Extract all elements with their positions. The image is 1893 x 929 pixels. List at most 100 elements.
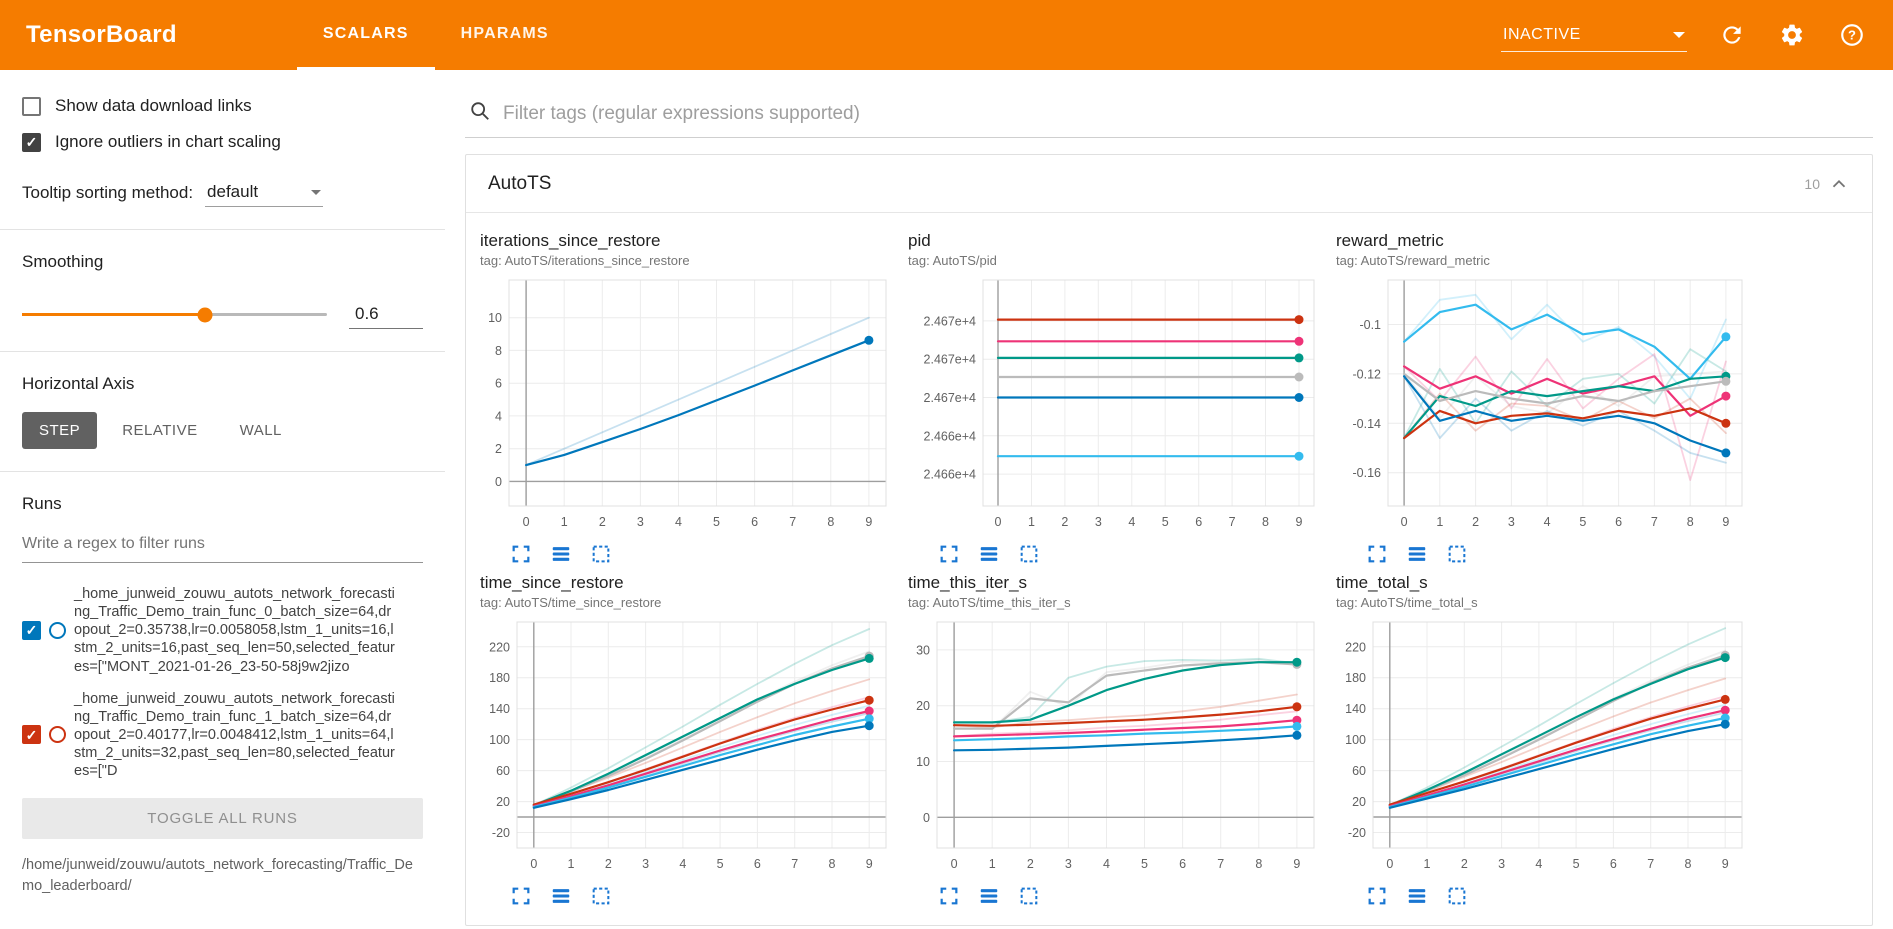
svg-text:220: 220	[1345, 640, 1366, 654]
run-selector-icon[interactable]	[978, 885, 1000, 907]
run-checkbox[interactable]: ✓	[22, 725, 41, 745]
run-radio[interactable]	[49, 726, 66, 744]
run-item[interactable]: ✓ _home_junweid_zouwu_autots_network_fore…	[22, 585, 423, 676]
card-count: 10	[1804, 175, 1820, 192]
expand-chart-icon[interactable]	[938, 885, 960, 907]
expand-chart-icon[interactable]	[1366, 543, 1388, 565]
svg-text:20: 20	[496, 795, 510, 809]
checkbox-label: Ignore outliers in chart scaling	[55, 132, 281, 151]
svg-text:0: 0	[523, 515, 530, 529]
expand-chart-icon[interactable]	[1366, 885, 1388, 907]
log-path: /home/junweid/zouwu/autots_network_forec…	[22, 857, 413, 895]
svg-text:7: 7	[1229, 515, 1236, 529]
svg-text:9: 9	[1293, 857, 1300, 871]
runs-label: Runs	[22, 494, 62, 513]
smoothing-slider[interactable]	[22, 307, 327, 322]
svg-text:1: 1	[989, 857, 996, 871]
chart-tag: tag: AutoTS/reward_metric	[1336, 253, 1490, 268]
svg-text:0: 0	[995, 515, 1002, 529]
toggle-all-runs-button[interactable]: TOGGLE ALL RUNS	[22, 798, 423, 840]
svg-text:2: 2	[495, 442, 502, 456]
smoothing-value[interactable]: 0.6	[349, 300, 423, 329]
run-selector-icon[interactable]	[1406, 543, 1428, 565]
fit-domain-icon[interactable]	[1018, 885, 1040, 907]
svg-text:3: 3	[637, 515, 644, 529]
divider	[0, 351, 445, 352]
run-checkbox[interactable]: ✓	[22, 620, 41, 640]
svg-text:-0.1: -0.1	[1359, 318, 1381, 332]
svg-text:5: 5	[1579, 515, 1586, 529]
axis-step-button[interactable]: STEP	[22, 412, 98, 449]
run-selector-icon[interactable]	[550, 543, 572, 565]
svg-text:8: 8	[1262, 515, 1269, 529]
chart-card-iterations_since_restore: iterations_since_restore tag: AutoTS/iter…	[480, 231, 894, 565]
run-filter-input[interactable]	[22, 526, 423, 563]
svg-text:5: 5	[1141, 857, 1148, 871]
svg-text:2.467e+4: 2.467e+4	[924, 353, 977, 367]
svg-text:60: 60	[496, 764, 510, 778]
svg-text:7: 7	[789, 515, 796, 529]
chart-actions	[480, 543, 894, 565]
checkbox-icon[interactable]: ✓	[22, 132, 41, 152]
smoothing-label: Smoothing	[22, 252, 104, 271]
svg-text:8: 8	[829, 857, 836, 871]
tooltip-sort-select[interactable]: default	[205, 178, 324, 207]
svg-text:2.467e+4: 2.467e+4	[924, 391, 977, 405]
ignore-outliers-row[interactable]: ✓ Ignore outliers in chart scaling	[22, 132, 423, 152]
checkbox-icon[interactable]: ✓	[22, 96, 41, 116]
fit-domain-icon[interactable]	[1446, 543, 1468, 565]
svg-text:20: 20	[916, 699, 930, 713]
settings-gear-icon[interactable]	[1777, 20, 1807, 50]
svg-text:9: 9	[1722, 857, 1729, 871]
help-icon[interactable]: ?	[1837, 20, 1867, 50]
app-title: TensorBoard	[26, 21, 177, 48]
svg-text:?: ?	[1848, 28, 1856, 43]
show-download-links-row[interactable]: ✓ Show data download links	[22, 96, 423, 116]
fit-domain-icon[interactable]	[590, 543, 612, 565]
chart-actions	[1336, 885, 1750, 907]
tag-filter-input[interactable]	[503, 102, 1869, 125]
svg-text:4: 4	[1103, 857, 1110, 871]
expand-chart-icon[interactable]	[938, 543, 960, 565]
run-radio[interactable]	[49, 621, 66, 639]
axis-wall-button[interactable]: WALL	[223, 412, 299, 449]
check-icon: ✓	[25, 726, 38, 743]
run-selector-icon[interactable]	[1406, 885, 1428, 907]
svg-text:1: 1	[561, 515, 568, 529]
svg-text:4: 4	[1544, 515, 1551, 529]
svg-text:140: 140	[489, 702, 510, 716]
expand-chart-icon[interactable]	[510, 885, 532, 907]
topbar-tabs: SCALARS HPARAMS	[296, 0, 575, 70]
svg-text:-0.14: -0.14	[1353, 417, 1382, 431]
fit-domain-icon[interactable]	[590, 885, 612, 907]
tag-filter-row[interactable]	[465, 70, 1873, 138]
divider	[0, 471, 445, 472]
run-selector-icon[interactable]	[550, 885, 572, 907]
tab-scalars[interactable]: SCALARS	[296, 0, 435, 70]
svg-text:-0.12: -0.12	[1353, 367, 1382, 381]
svg-text:0: 0	[495, 475, 502, 489]
svg-text:10: 10	[916, 755, 930, 769]
svg-text:4: 4	[679, 857, 686, 871]
axis-relative-button[interactable]: RELATIVE	[105, 412, 214, 449]
chart-title: time_this_iter_s	[908, 573, 1028, 592]
svg-text:3: 3	[1498, 857, 1505, 871]
card-header[interactable]: AutoTS 10	[466, 155, 1872, 213]
chevron-up-icon[interactable]	[1828, 173, 1850, 195]
svg-text:30: 30	[916, 643, 930, 657]
svg-text:9: 9	[865, 515, 872, 529]
run-item[interactable]: ✓ _home_junweid_zouwu_autots_network_fore…	[22, 690, 423, 781]
smoothing-slider-thumb[interactable]	[197, 307, 213, 322]
status-dropdown[interactable]: INACTIVE	[1501, 19, 1687, 52]
chart-card-reward_metric: reward_metric tag: AutoTS/reward_metric 0 1…	[1336, 231, 1750, 565]
svg-text:6: 6	[751, 515, 758, 529]
tab-hparams[interactable]: HPARAMS	[460, 24, 549, 42]
expand-chart-icon[interactable]	[510, 543, 532, 565]
refresh-icon[interactable]	[1717, 20, 1747, 50]
chart-tag: tag: AutoTS/time_total_s	[1336, 595, 1478, 610]
fit-domain-icon[interactable]	[1018, 543, 1040, 565]
fit-domain-icon[interactable]	[1446, 885, 1468, 907]
chevron-down-icon	[1673, 31, 1685, 38]
svg-text:1: 1	[1028, 515, 1035, 529]
run-selector-icon[interactable]	[978, 543, 1000, 565]
